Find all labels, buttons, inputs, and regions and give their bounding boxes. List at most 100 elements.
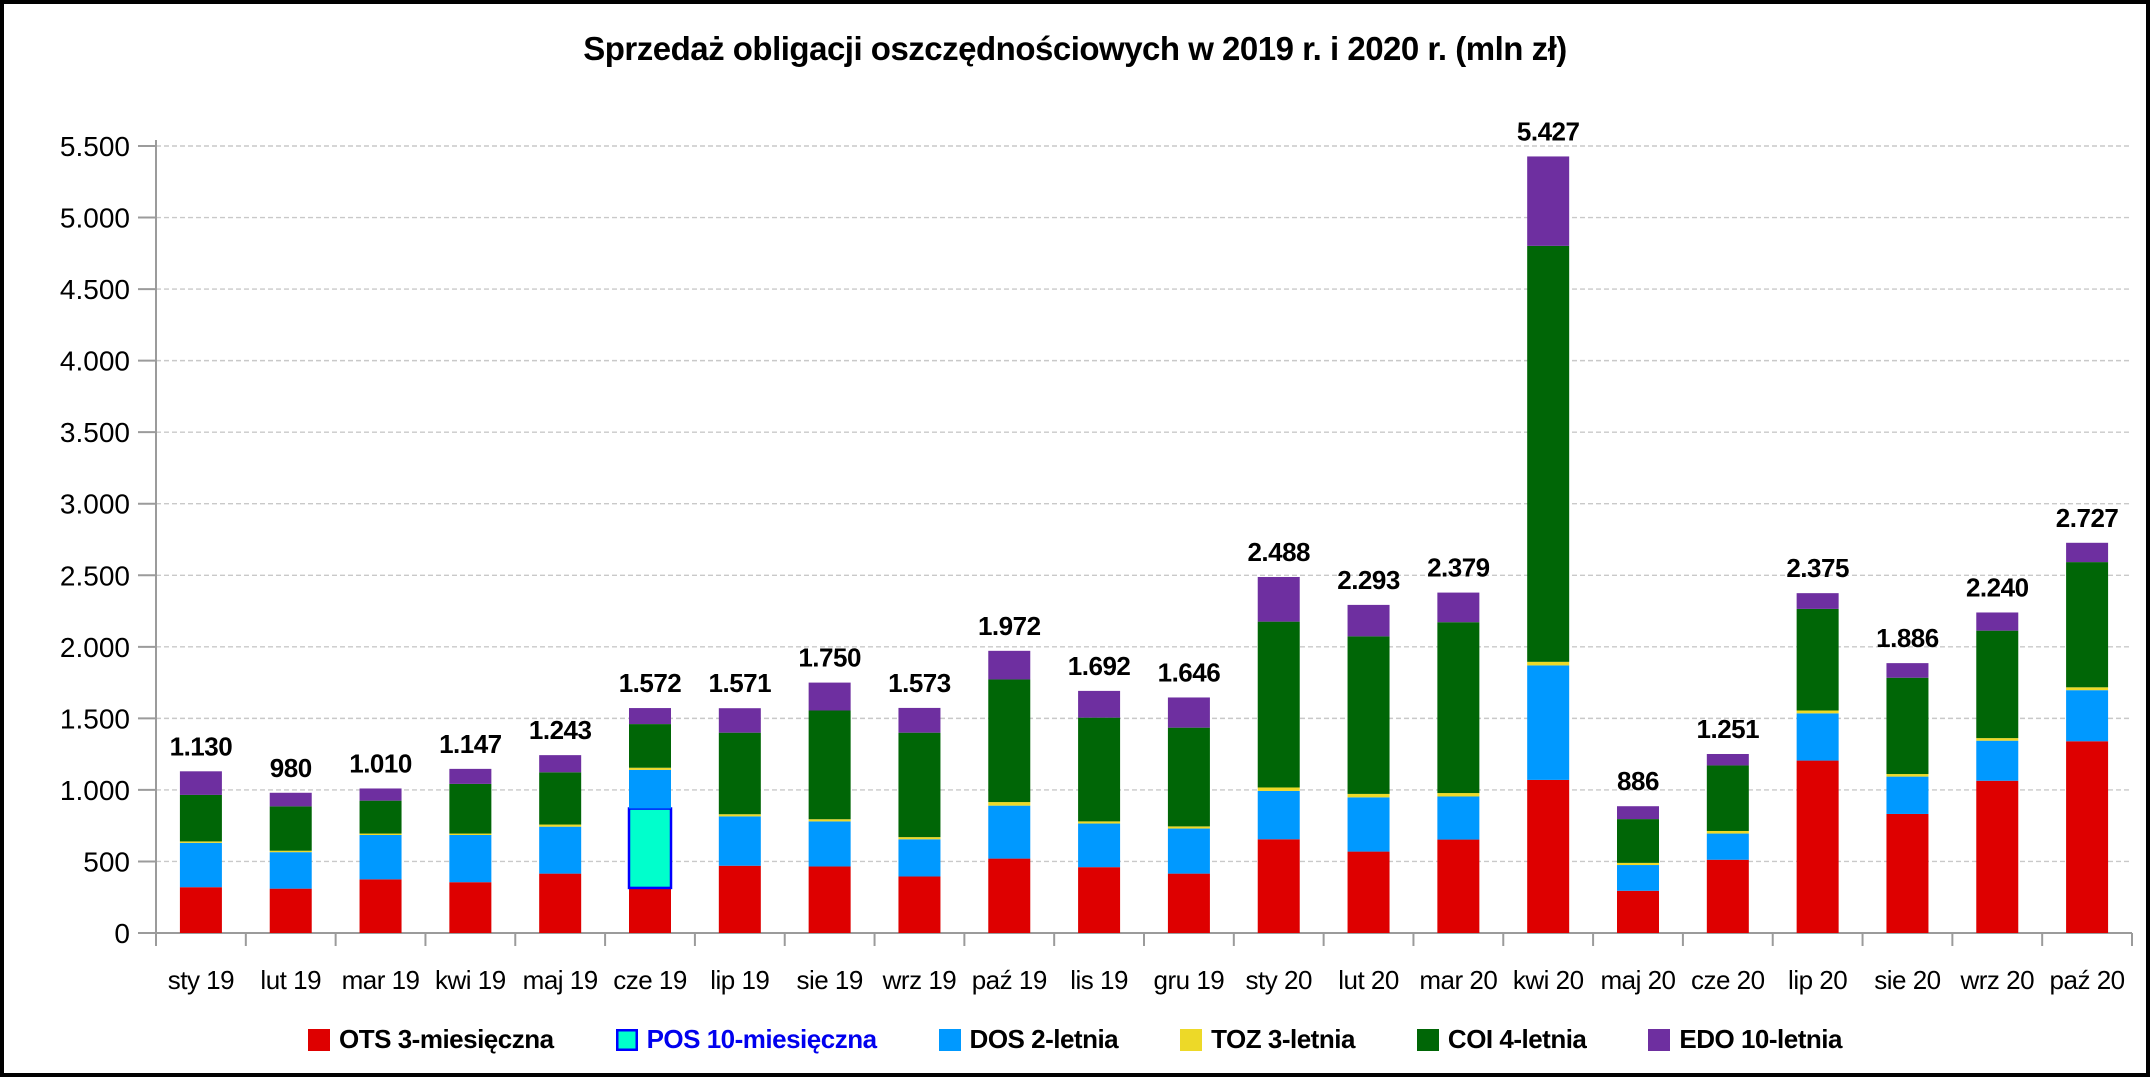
legend-swatch-coi [1416, 1028, 1439, 1051]
bar-segment-coi-kwi-20 [1527, 245, 1570, 662]
bar-total-label-lis-19: 1.692 [1068, 651, 1131, 681]
bar-total-label-wrz-20: 2.240 [1966, 572, 2029, 602]
bar-segment-coi-paź-20 [2066, 562, 2109, 688]
bar-segment-dos-gru-19 [1167, 828, 1210, 874]
legend-item-edo: EDO 10-letnia [1648, 1024, 1842, 1055]
bar-segment-coi-wrz-20 [1976, 630, 2019, 739]
bar-segment-ots-lut-20 [1347, 851, 1390, 933]
bar-segment-ots-wrz-20 [1976, 780, 2019, 933]
bar-segment-dos-cze-20 [1706, 833, 1749, 860]
x-label-paź-19: paź 19 [972, 965, 1047, 995]
bar-segment-toz-lut-19 [269, 850, 312, 853]
bar-segment-toz-sty-19 [179, 841, 222, 843]
bar-segment-coi-mar-20 [1437, 622, 1480, 794]
x-label-sty-20: sty 20 [1246, 965, 1312, 995]
bar-segment-edo-mar-20 [1437, 592, 1480, 623]
bar-segment-dos-maj-19 [539, 826, 582, 874]
bar-total-label-sty-19: 1.130 [170, 731, 233, 761]
bar-segment-ots-lut-19 [269, 888, 312, 933]
bar-segment-pos-cze-19 [627, 807, 673, 890]
bar-segment-toz-sie-20 [1886, 774, 1929, 777]
bar-segment-coi-lip-20 [1796, 608, 1839, 711]
legend-swatch-pos [615, 1028, 638, 1051]
y-tick-label-5000: 5.000 [60, 203, 130, 234]
bar-total-label-lip-19: 1.571 [709, 668, 772, 698]
x-label-kwi-19: kwi 19 [435, 965, 506, 995]
legend-item-ots: OTS 3-miesięczna [308, 1024, 554, 1055]
bar-segment-ots-paź-20 [2066, 741, 2109, 933]
bar-segment-dos-mar-19 [359, 834, 402, 880]
bar-total-label-sty-20: 2.488 [1247, 537, 1310, 567]
bar-segment-dos-lut-20 [1347, 797, 1390, 852]
bar-segment-dos-sie-19 [808, 821, 851, 867]
bar-segment-coi-lis-19 [1078, 717, 1121, 822]
y-tick-label-4500: 4.500 [60, 274, 130, 305]
legend-label-edo: EDO 10-letnia [1679, 1024, 1842, 1054]
x-label-sty-19: sty 19 [168, 965, 234, 995]
legend-item-pos: POS 10-miesięczna [615, 1024, 877, 1055]
bar-segment-toz-gru-19 [1167, 826, 1210, 829]
x-label-lip-19: lip 19 [710, 965, 769, 995]
bar-segment-ots-lip-19 [718, 865, 761, 933]
bar-segment-toz-lip-20 [1796, 710, 1839, 714]
bar-total-label-sie-20: 1.886 [1876, 623, 1939, 653]
bar-segment-coi-cze-20 [1706, 765, 1749, 831]
bar-total-label-wrz-19: 1.573 [888, 668, 951, 698]
bar-segment-edo-cze-20 [1706, 753, 1749, 766]
bar-segment-coi-sty-19 [179, 794, 222, 842]
bar-segment-toz-sty-20 [1257, 787, 1300, 791]
bar-segment-toz-lut-20 [1347, 793, 1390, 798]
bar-segment-ots-kwi-19 [449, 882, 492, 933]
x-label-mar-20: mar 20 [1419, 965, 1497, 995]
bar-segment-ots-cze-19 [629, 887, 671, 933]
bar-segment-ots-mar-20 [1437, 839, 1480, 933]
bar-total-label-gru-19: 1.646 [1158, 657, 1221, 687]
bar-segment-dos-sty-20 [1257, 790, 1300, 840]
x-label-lut-20: lut 20 [1338, 965, 1399, 995]
bar-segment-toz-lis-19 [1078, 821, 1121, 824]
bar-segment-dos-sie-20 [1886, 776, 1929, 814]
x-label-lip-20: lip 20 [1788, 965, 1847, 995]
x-label-lis-19: lis 19 [1070, 965, 1128, 995]
x-label-kwi-20: kwi 20 [1513, 965, 1584, 995]
legend-label-toz: TOZ 3-letnia [1211, 1024, 1355, 1054]
bar-segment-edo-mar-19 [359, 788, 402, 801]
bar-segment-edo-wrz-20 [1976, 612, 2019, 631]
bar-segment-ots-maj-19 [539, 873, 582, 933]
bar-total-label-lut-19: 980 [270, 753, 312, 783]
legend-item-dos: DOS 2-letnia [938, 1024, 1119, 1055]
bar-segment-dos-sty-19 [179, 842, 222, 888]
bar-segment-edo-cze-19 [629, 708, 671, 725]
y-tick-label-5500: 5.500 [60, 131, 130, 162]
bar-segment-ots-sty-20 [1257, 839, 1300, 933]
bar-segment-edo-lut-19 [269, 792, 312, 807]
bar-segment-edo-gru-19 [1167, 697, 1210, 728]
y-tick-label-1500: 1.500 [60, 703, 130, 734]
bar-segment-edo-lip-19 [718, 708, 761, 733]
x-label-maj-20: maj 20 [1600, 965, 1675, 995]
bar-total-label-lut-20: 2.293 [1337, 565, 1400, 595]
bar-segment-coi-lut-20 [1347, 636, 1390, 794]
y-tick-label-4000: 4.000 [60, 346, 130, 377]
bar-segment-dos-wrz-19 [898, 839, 941, 877]
bar-segment-edo-sty-20 [1257, 576, 1300, 622]
bar-total-label-maj-19: 1.243 [529, 715, 592, 745]
bar-segment-ots-maj-20 [1617, 890, 1659, 933]
chart-title: Sprzedaż obligacji oszczędnościowych w 2… [583, 30, 1567, 67]
bar-segment-ots-sie-19 [808, 866, 851, 933]
legend-item-coi: COI 4-letnia [1416, 1024, 1587, 1055]
x-label-cze-20: cze 20 [1691, 965, 1765, 995]
legend-item-toz: TOZ 3-letnia [1180, 1024, 1355, 1055]
bar-segment-dos-kwi-20 [1527, 665, 1570, 780]
stacked-bar-chart: 0 500 1.000 1.500 2.000 2.500 3.000 3.500 4.000 4… [60, 116, 2133, 995]
bar-segment-ots-sty-19 [179, 887, 222, 933]
bar-segment-toz-cze-19 [629, 767, 671, 770]
bar-segment-toz-sie-19 [808, 819, 851, 822]
bar-segment-dos-lip-19 [718, 816, 761, 866]
legend-swatch-dos [938, 1028, 961, 1051]
y-tick-label-2500: 2.500 [60, 560, 130, 591]
bar-segment-edo-sty-19 [179, 771, 222, 795]
bar-segment-coi-maj-19 [539, 772, 582, 825]
bar-total-label-maj-20: 886 [1617, 766, 1659, 796]
bar-total-label-sie-19: 1.750 [798, 643, 861, 673]
